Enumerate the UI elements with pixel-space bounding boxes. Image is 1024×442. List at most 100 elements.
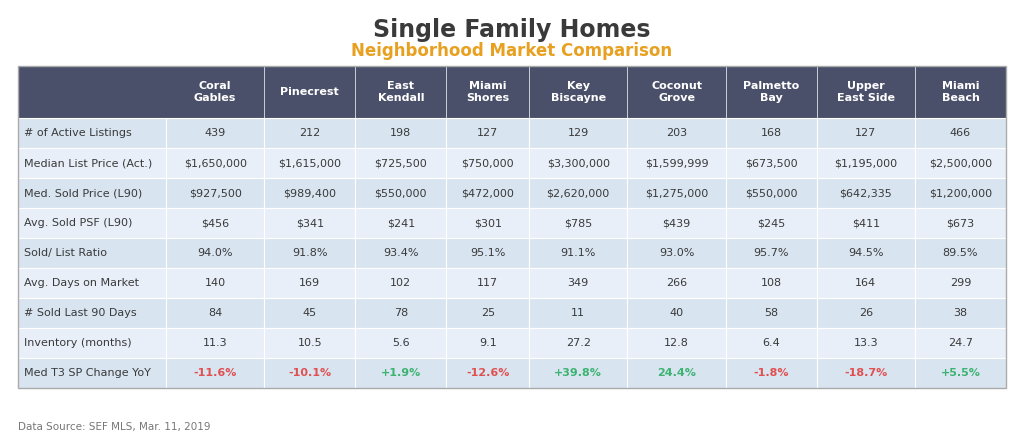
Text: Upper
East Side: Upper East Side xyxy=(837,81,895,103)
Text: $301: $301 xyxy=(474,218,502,228)
Text: 102: 102 xyxy=(390,278,412,288)
Text: Avg. Days on Market: Avg. Days on Market xyxy=(24,278,139,288)
Text: $1,200,000: $1,200,000 xyxy=(929,188,992,198)
Text: 439: 439 xyxy=(205,128,225,138)
Text: 91.8%: 91.8% xyxy=(292,248,328,258)
Bar xyxy=(355,298,446,328)
Text: +39.8%: +39.8% xyxy=(554,368,602,378)
Bar xyxy=(726,148,817,178)
Text: 212: 212 xyxy=(299,128,321,138)
Bar xyxy=(264,268,355,298)
Bar xyxy=(817,328,915,358)
Text: 349: 349 xyxy=(567,278,589,288)
Bar xyxy=(355,148,446,178)
Bar xyxy=(264,178,355,208)
Bar xyxy=(18,328,166,358)
Bar xyxy=(915,268,1006,298)
Text: $1,195,000: $1,195,000 xyxy=(835,158,897,168)
Bar xyxy=(628,358,726,388)
Bar xyxy=(529,238,628,268)
Text: $341: $341 xyxy=(296,218,324,228)
Bar xyxy=(628,298,726,328)
Bar xyxy=(915,358,1006,388)
Text: Avg. Sold PSF (L90): Avg. Sold PSF (L90) xyxy=(24,218,132,228)
Text: 117: 117 xyxy=(477,278,499,288)
Text: $673,500: $673,500 xyxy=(744,158,798,168)
Text: -1.8%: -1.8% xyxy=(754,368,788,378)
Bar xyxy=(817,358,915,388)
Text: $927,500: $927,500 xyxy=(188,188,242,198)
Bar xyxy=(726,178,817,208)
Text: $1,650,000: $1,650,000 xyxy=(183,158,247,168)
Text: 26: 26 xyxy=(859,308,872,318)
Text: Inventory (months): Inventory (months) xyxy=(24,338,132,348)
Bar xyxy=(18,268,166,298)
Bar xyxy=(817,268,915,298)
Text: 84: 84 xyxy=(208,308,222,318)
Bar xyxy=(166,148,264,178)
Text: 5.6: 5.6 xyxy=(392,338,410,348)
Bar xyxy=(166,358,264,388)
Text: 140: 140 xyxy=(205,278,225,288)
Text: 203: 203 xyxy=(666,128,687,138)
Bar xyxy=(264,358,355,388)
Text: Miami
Beach: Miami Beach xyxy=(941,81,979,103)
Text: 9.1: 9.1 xyxy=(479,338,497,348)
Bar xyxy=(264,148,355,178)
Text: 127: 127 xyxy=(477,128,499,138)
Text: 94.5%: 94.5% xyxy=(848,248,884,258)
Bar xyxy=(18,66,1006,388)
Bar xyxy=(264,298,355,328)
Text: $550,000: $550,000 xyxy=(375,188,427,198)
Text: 198: 198 xyxy=(390,128,412,138)
Text: -11.6%: -11.6% xyxy=(194,368,237,378)
Bar xyxy=(446,298,529,328)
Bar xyxy=(166,298,264,328)
Text: # Sold Last 90 Days: # Sold Last 90 Days xyxy=(24,308,136,318)
Text: $472,000: $472,000 xyxy=(461,188,514,198)
Bar xyxy=(628,178,726,208)
Text: 38: 38 xyxy=(953,308,968,318)
Bar xyxy=(446,178,529,208)
Text: 10.5: 10.5 xyxy=(298,338,323,348)
Bar xyxy=(446,238,529,268)
Bar xyxy=(915,148,1006,178)
Bar xyxy=(915,238,1006,268)
Bar xyxy=(264,238,355,268)
Text: 93.4%: 93.4% xyxy=(383,248,419,258)
Text: $989,400: $989,400 xyxy=(284,188,336,198)
Bar xyxy=(628,328,726,358)
Bar xyxy=(18,66,1006,118)
Bar xyxy=(726,208,817,238)
Bar xyxy=(726,358,817,388)
Text: 91.1%: 91.1% xyxy=(560,248,596,258)
Bar xyxy=(446,328,529,358)
Text: 40: 40 xyxy=(670,308,684,318)
Bar xyxy=(529,268,628,298)
Text: 25: 25 xyxy=(480,308,495,318)
Text: Palmetto
Bay: Palmetto Bay xyxy=(743,81,800,103)
Bar xyxy=(529,118,628,148)
Text: 24.7: 24.7 xyxy=(948,338,973,348)
Text: $456: $456 xyxy=(201,218,229,228)
Text: 13.3: 13.3 xyxy=(854,338,879,348)
Text: 164: 164 xyxy=(855,278,877,288)
Text: $1,275,000: $1,275,000 xyxy=(645,188,709,198)
Text: 168: 168 xyxy=(761,128,781,138)
Text: 89.5%: 89.5% xyxy=(943,248,978,258)
Text: 129: 129 xyxy=(567,128,589,138)
Bar xyxy=(915,208,1006,238)
Text: -10.1%: -10.1% xyxy=(288,368,332,378)
Text: 127: 127 xyxy=(855,128,877,138)
Text: Single Family Homes: Single Family Homes xyxy=(374,18,650,42)
Bar xyxy=(817,118,915,148)
Bar xyxy=(355,178,446,208)
Text: East
Kendall: East Kendall xyxy=(378,81,424,103)
Bar xyxy=(915,118,1006,148)
Bar xyxy=(628,238,726,268)
Bar xyxy=(529,298,628,328)
Text: 93.0%: 93.0% xyxy=(658,248,694,258)
Bar xyxy=(446,118,529,148)
Bar xyxy=(166,268,264,298)
Bar xyxy=(355,268,446,298)
